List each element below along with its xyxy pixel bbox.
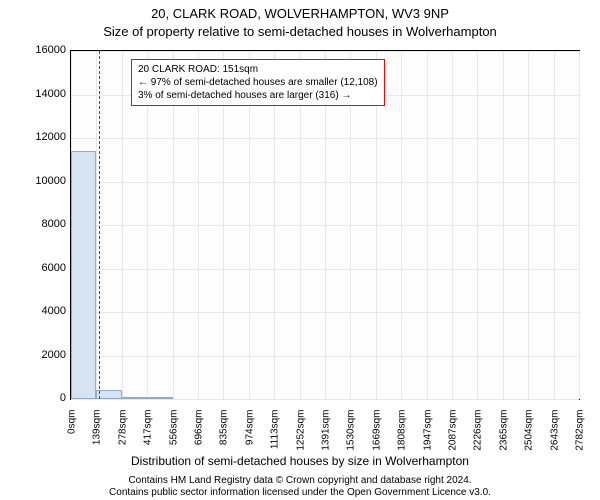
y-tick-label: 8000 [26,218,66,230]
x-tick-label: 0sqm [67,410,78,470]
annotation-line-2: ← 97% of semi-detached houses are smalle… [138,76,378,89]
annotation-line-1: 20 CLARK ROAD: 151sqm [138,63,378,76]
footer-line-2: Contains public sector information licen… [0,487,600,498]
histogram-bar [147,397,172,399]
gridline-v [528,51,529,399]
chart-container: 20, CLARK ROAD, WOLVERHAMPTON, WV3 9NP S… [0,0,600,500]
x-tick-label: 1391sqm [321,410,332,470]
plot-area: 20 CLARK ROAD: 151sqm ← 97% of semi-deta… [70,50,580,400]
page-subtitle: Size of property relative to semi-detach… [0,24,600,39]
histogram-bar [96,390,121,399]
x-tick-label: 1530sqm [346,410,357,470]
x-tick-label: 278sqm [117,410,128,470]
x-tick-label: 417sqm [143,410,154,470]
x-tick-label: 2365sqm [498,410,509,470]
annotation-line-3: 3% of semi-detached houses are larger (3… [138,89,378,102]
x-tick-label: 2504sqm [524,410,535,470]
x-tick-label: 835sqm [219,410,230,470]
footer-line-1: Contains HM Land Registry data © Crown c… [0,475,600,486]
x-tick-label: 1113sqm [270,410,281,470]
gridline-v [503,51,504,399]
y-tick-label: 14000 [26,88,66,100]
histogram-bar [71,151,96,399]
page-title: 20, CLARK ROAD, WOLVERHAMPTON, WV3 9NP [0,6,600,21]
annotation-box: 20 CLARK ROAD: 151sqm ← 97% of semi-deta… [131,59,385,106]
x-tick-label: 556sqm [168,410,179,470]
gridline-v [427,51,428,399]
gridline-v [554,51,555,399]
x-tick-label: 2782sqm [575,410,586,470]
y-tick-label: 12000 [26,131,66,143]
x-tick-label: 1947sqm [422,410,433,470]
x-tick-label: 1808sqm [397,410,408,470]
y-tick-label: 6000 [26,262,66,274]
y-tick-label: 2000 [26,349,66,361]
x-tick-label: 974sqm [244,410,255,470]
gridline-v [122,51,123,399]
x-tick-label: 1669sqm [371,410,382,470]
y-tick-label: 10000 [26,175,66,187]
y-tick-label: 0 [26,392,66,404]
x-tick-label: 1252sqm [295,410,306,470]
x-tick-label: 696sqm [194,410,205,470]
gridline-v [96,51,97,399]
gridline-v [401,51,402,399]
x-tick-label: 2087sqm [448,410,459,470]
x-tick-label: 2226sqm [473,410,484,470]
x-tick-label: 2643sqm [549,410,560,470]
gridline-v [579,51,580,399]
gridline-h [71,399,579,400]
gridline-v [452,51,453,399]
gridline-v [477,51,478,399]
x-tick-label: 139sqm [92,410,103,470]
reference-line [99,51,100,399]
y-tick-label: 16000 [26,44,66,56]
y-tick-label: 4000 [26,305,66,317]
histogram-bar [122,397,147,399]
